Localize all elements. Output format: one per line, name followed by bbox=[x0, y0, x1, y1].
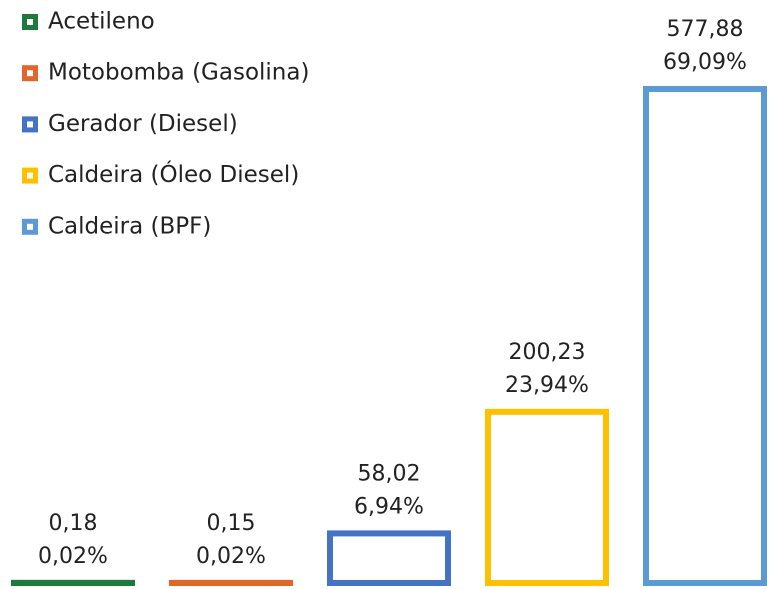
share-label: 23,94% bbox=[505, 373, 589, 398]
legend-label: Caldeira (Óleo Diesel) bbox=[48, 160, 299, 188]
value-label: 200,23 bbox=[509, 340, 586, 365]
legend-label: Motobomba (Gasolina) bbox=[48, 60, 309, 86]
bar bbox=[485, 408, 609, 586]
value-label: 577,88 bbox=[667, 17, 744, 42]
share-label: 0,02% bbox=[38, 544, 108, 569]
legend-label: Gerador (Diesel) bbox=[48, 111, 238, 137]
value-label: 58,02 bbox=[358, 461, 421, 486]
legend-label: Caldeira (BPF) bbox=[48, 213, 211, 239]
value-label: 0,18 bbox=[49, 511, 98, 536]
value-label: 0,15 bbox=[207, 511, 256, 536]
share-label: 0,02% bbox=[196, 544, 266, 569]
bar bbox=[327, 530, 451, 586]
legend-swatch-inner bbox=[27, 19, 33, 25]
legend-swatch-inner bbox=[27, 223, 33, 230]
legend-swatch-inner bbox=[27, 172, 33, 179]
legend-swatch-inner bbox=[27, 70, 33, 77]
legend-swatch-inner bbox=[27, 121, 33, 128]
share-label: 69,09% bbox=[663, 50, 747, 75]
share-label: 6,94% bbox=[354, 494, 424, 519]
legend-label: Acetileno bbox=[48, 9, 155, 35]
bar bbox=[643, 86, 767, 586]
